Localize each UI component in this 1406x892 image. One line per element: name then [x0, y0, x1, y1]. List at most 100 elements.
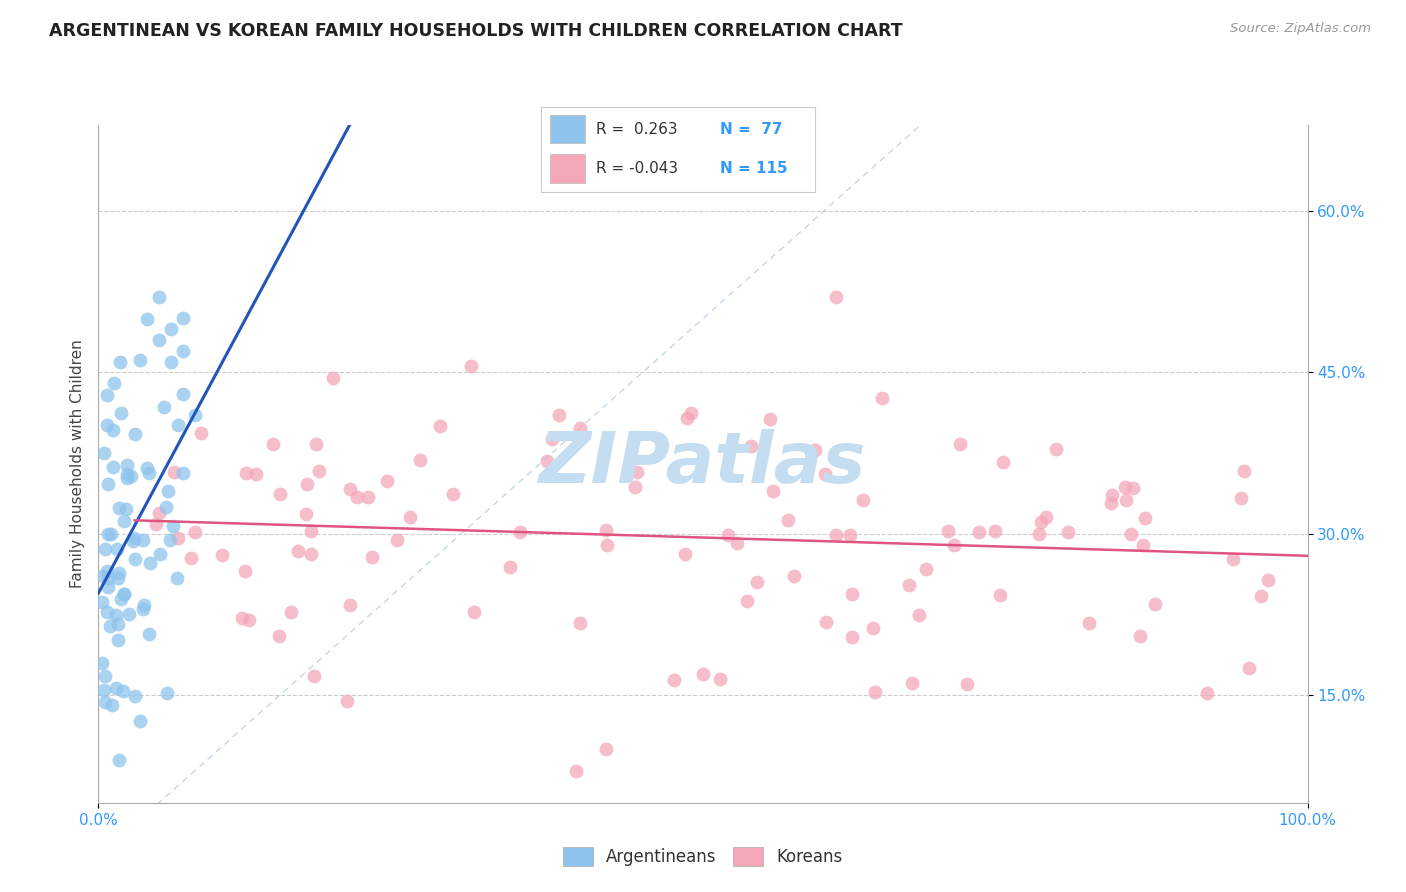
Point	[112, 514, 135, 528]
Point	[156, 686, 179, 700]
Point	[97, 527, 120, 541]
Point	[183, 524, 205, 539]
Point	[758, 412, 780, 426]
Point	[956, 677, 979, 691]
Point	[159, 533, 181, 548]
Point	[299, 524, 322, 538]
Point	[172, 467, 194, 481]
Point	[115, 502, 138, 516]
Point	[238, 614, 260, 628]
Point	[110, 406, 132, 420]
Point	[357, 490, 380, 504]
Point	[815, 615, 838, 630]
Point	[132, 602, 155, 616]
Point	[852, 493, 875, 508]
Point	[308, 464, 330, 478]
Point	[160, 354, 183, 368]
Point	[825, 290, 848, 304]
Point	[1057, 525, 1080, 540]
Point	[565, 764, 588, 778]
Text: N = 115: N = 115	[720, 161, 787, 177]
Point	[93, 446, 115, 460]
Point	[725, 536, 748, 550]
Point	[184, 409, 207, 423]
Point	[385, 533, 408, 547]
Point	[1122, 481, 1144, 495]
Point	[398, 510, 420, 524]
Point	[163, 465, 186, 479]
Point	[1233, 464, 1256, 478]
Point	[166, 417, 188, 432]
Text: R =  0.263: R = 0.263	[596, 121, 678, 136]
Point	[1045, 442, 1067, 456]
Point	[97, 571, 120, 585]
Point	[692, 666, 714, 681]
Point	[138, 627, 160, 641]
Point	[898, 578, 921, 592]
Point	[1121, 527, 1143, 541]
Point	[740, 439, 762, 453]
Point	[155, 500, 177, 514]
Point	[101, 460, 124, 475]
Point	[108, 566, 131, 581]
Point	[825, 528, 848, 542]
Point	[569, 421, 592, 435]
Point	[463, 605, 485, 619]
Point	[1135, 511, 1157, 525]
Point	[1257, 573, 1279, 587]
Point	[91, 568, 114, 582]
Point	[160, 322, 183, 336]
Bar	[550, 154, 585, 183]
Point	[148, 290, 170, 304]
Point	[498, 560, 520, 574]
Point	[908, 607, 931, 622]
Point	[1132, 539, 1154, 553]
Point	[103, 376, 125, 390]
Point	[134, 598, 156, 612]
Point	[148, 333, 170, 347]
Text: Source: ZipAtlas.com: Source: ZipAtlas.com	[1230, 22, 1371, 36]
Point	[717, 528, 740, 542]
Point	[97, 580, 120, 594]
Point	[172, 387, 194, 401]
Point	[1077, 616, 1099, 631]
Point	[841, 630, 863, 644]
Point	[679, 406, 702, 420]
Point	[112, 684, 135, 698]
Point	[735, 593, 758, 607]
Point	[429, 419, 451, 434]
Point	[107, 571, 129, 585]
Point	[709, 672, 731, 686]
Point	[305, 436, 328, 450]
Point	[949, 437, 972, 451]
Point	[190, 426, 212, 441]
Point	[673, 547, 696, 561]
Point	[91, 595, 114, 609]
Point	[662, 673, 685, 687]
Point	[94, 541, 117, 556]
Text: ARGENTINEAN VS KOREAN FAMILY HOUSEHOLDS WITH CHILDREN CORRELATION CHART: ARGENTINEAN VS KOREAN FAMILY HOUSEHOLDS …	[49, 22, 903, 40]
Point	[1237, 661, 1260, 675]
Point	[322, 371, 344, 385]
Point	[1143, 598, 1166, 612]
Point	[783, 569, 806, 583]
Point	[990, 588, 1012, 602]
Point	[115, 471, 138, 485]
Point	[943, 538, 966, 552]
Point	[245, 467, 267, 482]
Point	[107, 617, 129, 632]
Point	[153, 400, 176, 414]
Point	[231, 611, 253, 625]
Point	[336, 694, 359, 708]
Point	[96, 605, 118, 619]
Point	[97, 477, 120, 491]
Point	[536, 453, 558, 467]
Point	[112, 587, 135, 601]
Point	[93, 682, 115, 697]
Point	[984, 524, 1007, 538]
Point	[460, 359, 482, 373]
Bar	[550, 115, 585, 144]
Point	[1035, 509, 1057, 524]
Point	[107, 632, 129, 647]
Point	[172, 343, 194, 358]
